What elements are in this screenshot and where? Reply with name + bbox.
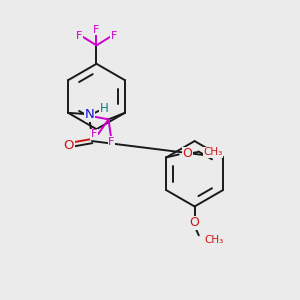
Text: CH₃: CH₃: [203, 147, 222, 157]
Text: F: F: [91, 129, 97, 139]
Text: N: N: [85, 108, 94, 121]
Text: F: F: [76, 32, 83, 41]
Text: F: F: [86, 111, 92, 122]
Text: O: O: [64, 139, 74, 152]
Text: F: F: [93, 25, 100, 35]
Text: CH₃: CH₃: [204, 235, 223, 245]
Text: F: F: [108, 137, 115, 147]
Text: F: F: [111, 32, 117, 41]
Text: O: O: [182, 147, 192, 161]
Text: O: O: [190, 216, 200, 229]
Text: H: H: [100, 103, 109, 116]
